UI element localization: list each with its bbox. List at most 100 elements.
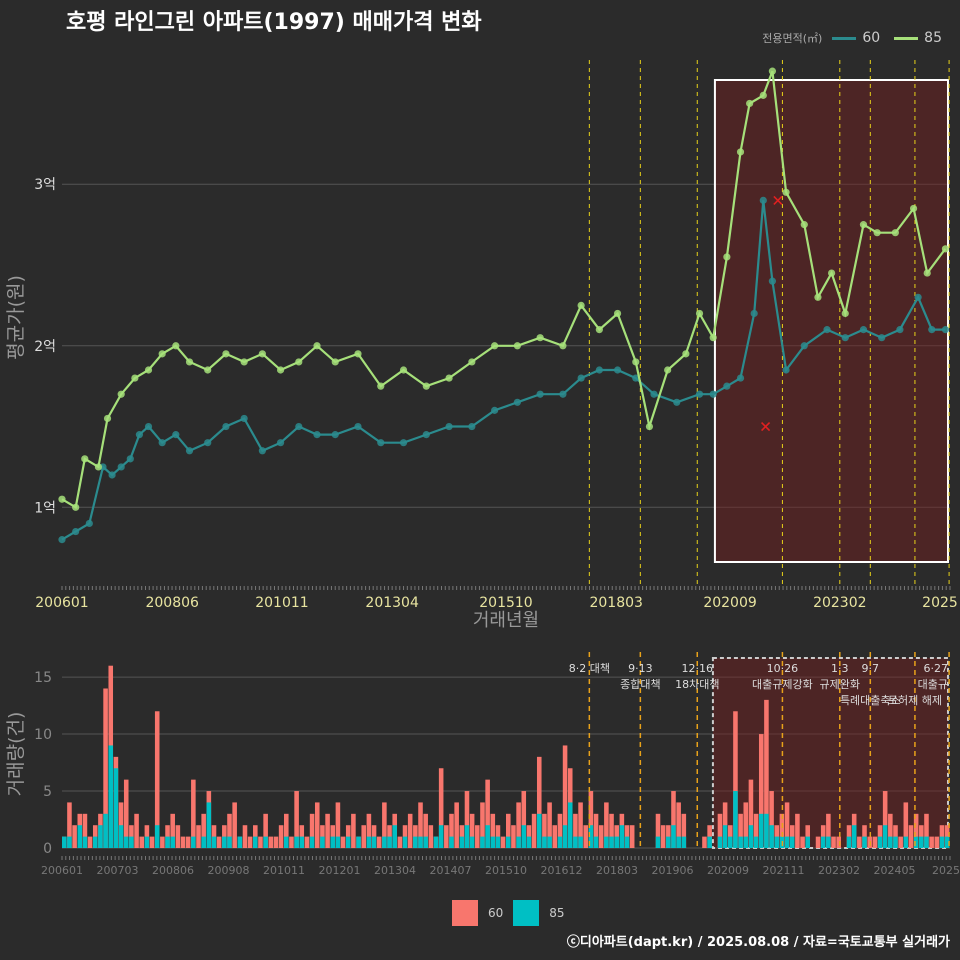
bar-60: [438, 768, 444, 848]
top-legend: 전용면적(㎡) 60 85: [762, 30, 950, 46]
bar-60: [253, 825, 258, 848]
bar-85: [495, 836, 501, 848]
bar-85: [547, 836, 552, 848]
legend-label-85: 85: [924, 30, 942, 46]
bar-60: [846, 825, 852, 848]
data-point-60: [276, 439, 285, 447]
bar-60: [779, 813, 785, 848]
bar-60: [769, 791, 774, 848]
bar-60: [480, 802, 485, 848]
policy-annotation: 18차대책: [675, 678, 719, 691]
bar-60: [795, 813, 800, 848]
highlight-box: [713, 79, 950, 563]
bar-60: [185, 836, 191, 848]
data-point-60: [468, 422, 476, 431]
bar-x-tick-label: 202009: [707, 864, 749, 877]
bar-60: [547, 802, 552, 848]
bar-85: [573, 836, 578, 848]
bar-60: [371, 825, 377, 848]
data-point-60: [595, 366, 603, 374]
data-point-60: [759, 196, 767, 204]
bar-85: [382, 836, 387, 848]
data-point-85: [117, 390, 125, 398]
data-point-60: [399, 439, 408, 447]
bar-60: [903, 802, 909, 848]
bar-85: [728, 836, 733, 848]
bar-60: [557, 813, 563, 848]
bar-85: [562, 825, 568, 848]
bar-85: [485, 825, 490, 848]
data-point-60: [800, 342, 808, 350]
policy-annotation: 규제완화: [820, 678, 860, 691]
data-point-85: [746, 99, 754, 108]
bar-60: [98, 813, 103, 848]
bar-85: [201, 836, 206, 848]
bar-y-tick-label: 5: [43, 784, 52, 800]
bar-85: [206, 802, 212, 848]
bar-85: [98, 825, 103, 848]
bar-60: [939, 825, 945, 848]
bar-60: [588, 791, 594, 848]
data-point-60: [709, 390, 717, 398]
bar-85: [567, 802, 573, 848]
bar-60: [815, 836, 821, 848]
bar-60: [139, 836, 145, 848]
bar-85: [469, 836, 475, 848]
bar-85: [330, 836, 336, 848]
bar-85: [211, 836, 217, 848]
bar-y-tick-label: 0: [43, 841, 52, 857]
data-point-85: [682, 350, 690, 358]
bar-60: [485, 779, 490, 848]
bar-60: [118, 802, 124, 848]
bar-85: [882, 825, 888, 848]
bar-85: [371, 836, 377, 848]
legend-swatch-60: [832, 36, 857, 40]
data-point-85: [695, 309, 704, 318]
bar-85: [413, 836, 418, 848]
bar-x-tick-label: 200601: [41, 864, 83, 877]
bar-85: [123, 836, 129, 848]
data-point-60: [313, 431, 321, 439]
bar-x-tick-label: 201906: [652, 864, 694, 877]
bar-85: [862, 836, 867, 848]
bar-85: [108, 745, 114, 848]
cross-marker: [773, 195, 783, 205]
bar-60: [604, 802, 609, 848]
bar-85: [666, 836, 671, 848]
bar-60: [134, 813, 139, 848]
data-point-85: [144, 366, 153, 374]
bar-85: [588, 825, 594, 848]
bar-60: [924, 813, 929, 848]
bar-60: [351, 813, 356, 848]
bar-60: [805, 825, 811, 848]
bar-60: [418, 802, 423, 848]
data-point-85: [891, 229, 899, 237]
bar-60: [733, 711, 738, 848]
data-point-85: [131, 374, 139, 382]
bar-60: [123, 779, 129, 848]
data-point-85: [577, 301, 585, 309]
bar-85: [464, 825, 470, 848]
bar-85: [237, 836, 243, 848]
bar-60: [268, 836, 274, 848]
bar-85: [62, 836, 67, 848]
bar-60: [376, 836, 382, 848]
bar-85: [722, 825, 728, 848]
bar-60: [92, 825, 98, 848]
bar-60: [573, 813, 578, 848]
data-point-85: [295, 358, 303, 366]
data-point-85: [354, 350, 362, 358]
bar-60: [583, 825, 589, 848]
bar-60: [531, 813, 537, 848]
bar-60: [898, 836, 903, 848]
data-point-60: [491, 406, 499, 414]
series-line-85: [61, 70, 947, 510]
bar-85: [939, 836, 945, 848]
bar-60: [216, 836, 222, 848]
policy-annotation: 토허제 해제: [888, 693, 942, 707]
bar-85: [129, 836, 134, 848]
bar-60: [335, 802, 341, 848]
bar-85: [227, 836, 232, 848]
bottom-legend: 60 85: [452, 900, 565, 926]
bar-85: [779, 836, 785, 848]
